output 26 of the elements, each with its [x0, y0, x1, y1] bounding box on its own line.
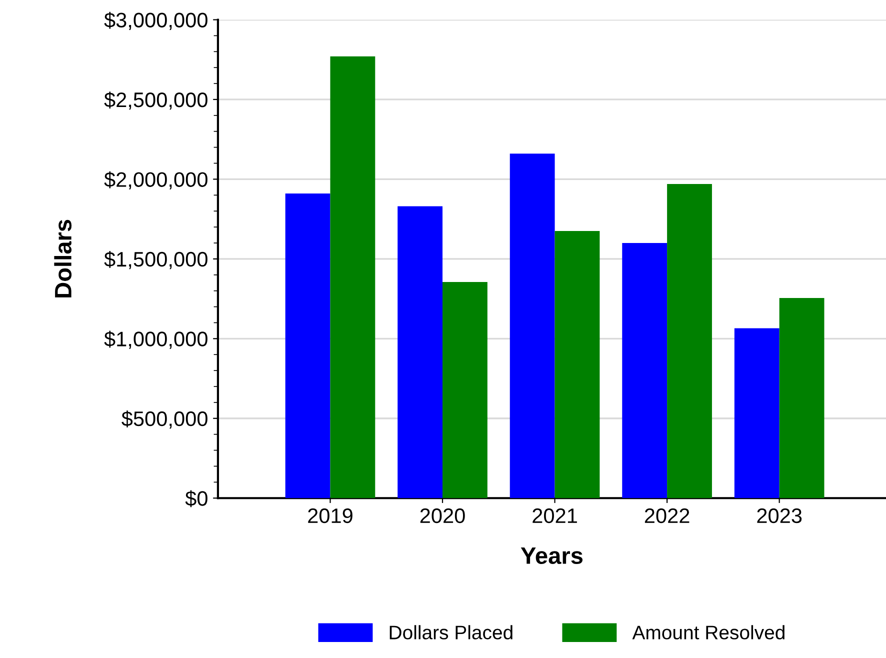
- bar: [667, 184, 712, 498]
- bar: [398, 206, 443, 498]
- bar: [442, 282, 488, 498]
- y-tick-label: $2,500,000: [104, 92, 208, 110]
- y-tick-label: $2,000,000: [104, 171, 208, 190]
- x-tick-label: 2022: [644, 508, 690, 524]
- bar: [510, 154, 555, 498]
- bar: [330, 56, 376, 498]
- y-axis-title: Dollars: [54, 220, 72, 298]
- x-tick-label: 2019: [308, 508, 352, 524]
- y-tick-label: $1,500,000: [104, 251, 208, 270]
- y-tick-label: $3,000,000: [104, 12, 208, 30]
- y-tick-label: $1,000,000: [104, 330, 208, 349]
- y-tick-label: $0: [185, 490, 208, 508]
- bar: [734, 328, 780, 498]
- legend-label: Amount Resolved: [632, 625, 784, 640]
- bar: [622, 242, 668, 498]
- bar: [554, 231, 600, 498]
- legend-label: Dollars Placed: [390, 625, 512, 640]
- x-tick-label: 2020: [420, 508, 465, 524]
- x-axis-title: Years: [520, 548, 583, 564]
- y-tick-label: $500,000: [122, 410, 208, 429]
- bar: [285, 194, 330, 498]
- x-tick-label: 2021: [532, 508, 577, 524]
- x-tick-label: 2023: [757, 508, 802, 524]
- bar: [779, 298, 824, 498]
